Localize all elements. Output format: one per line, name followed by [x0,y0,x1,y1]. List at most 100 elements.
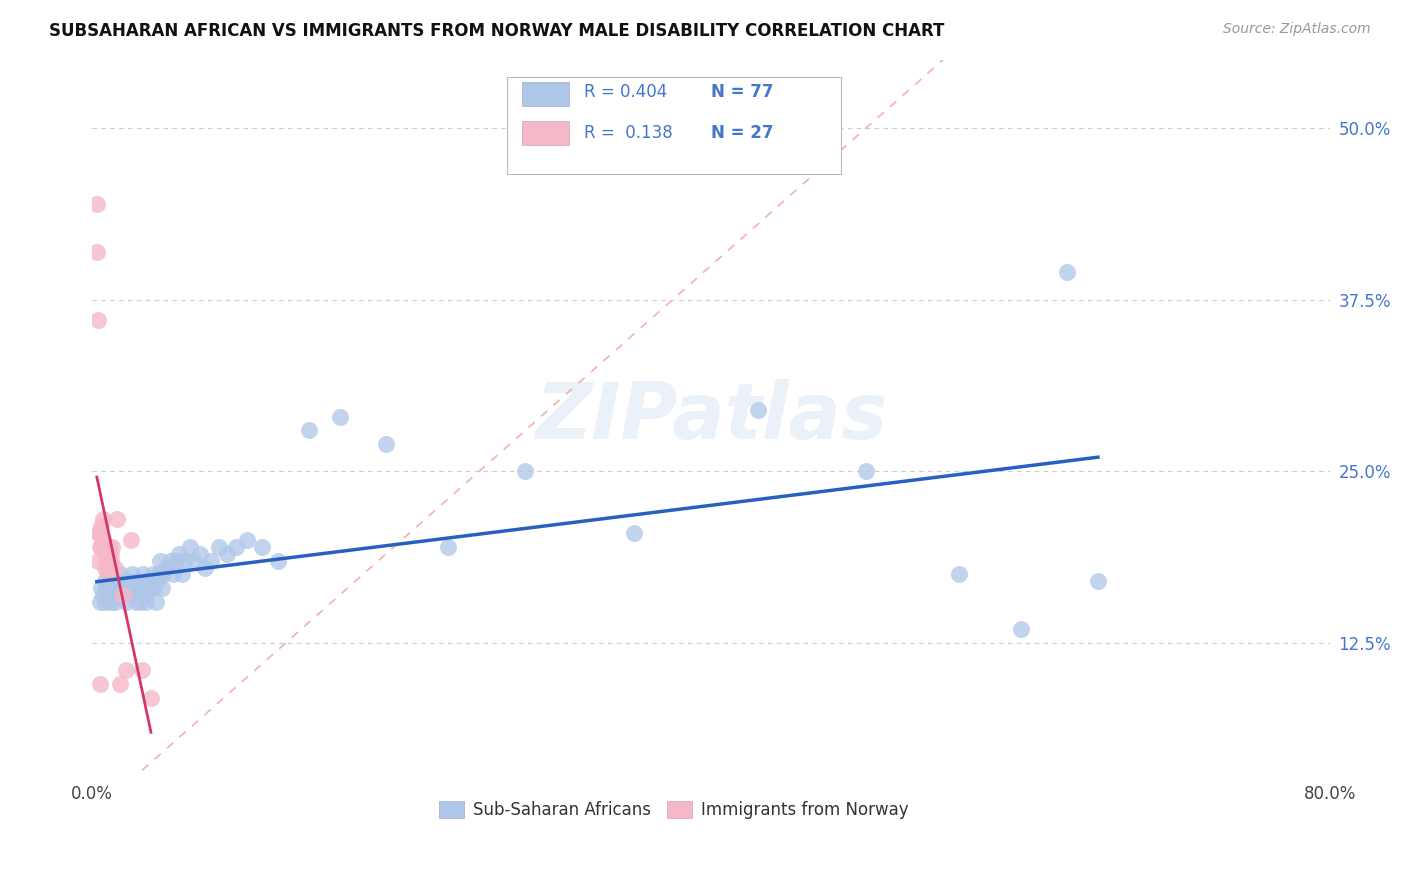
FancyBboxPatch shape [522,120,569,145]
FancyBboxPatch shape [522,81,569,106]
Point [112,588,135,602]
Point [93,560,115,574]
Point [107,581,129,595]
Point [152,567,174,582]
Point [150,581,173,595]
Point [129,595,152,609]
Point [87,554,110,568]
Point [105,512,128,526]
Point [141,567,163,582]
Point [375,437,398,451]
Point [236,533,259,547]
Point [225,540,247,554]
Legend: Sub-Saharan Africans, Immigrants from Norway: Sub-Saharan Africans, Immigrants from No… [433,794,915,826]
Point [115,664,138,678]
Point [148,567,170,582]
Point [183,554,205,568]
Text: R = 0.404: R = 0.404 [583,84,666,102]
Point [101,588,124,602]
Point [139,690,162,705]
Point [131,581,153,595]
Point [155,560,177,574]
Point [108,567,131,582]
Point [97,588,120,602]
Point [101,540,124,554]
Point [131,664,153,678]
Point [100,547,122,561]
Point [174,554,197,568]
Point [89,677,111,691]
Point [87,526,110,541]
Point [114,581,136,595]
Text: R =  0.138: R = 0.138 [583,124,672,142]
Point [139,581,162,595]
Point [194,560,217,574]
Point [122,581,145,595]
Point [298,423,321,437]
Point [125,574,148,589]
Point [747,402,769,417]
Point [170,567,193,582]
Point [948,567,970,582]
Point [93,574,115,589]
Point [94,581,117,595]
Point [162,567,184,582]
Point [91,512,114,526]
Point [93,595,115,609]
Point [91,533,114,547]
Point [100,554,122,568]
Point [90,519,112,533]
Point [101,574,124,589]
Point [104,574,127,589]
Point [134,588,156,602]
Text: SUBSAHARAN AFRICAN VS IMMIGRANTS FROM NORWAY MALE DISABILITY CORRELATION CHART: SUBSAHARAN AFRICAN VS IMMIGRANTS FROM NO… [49,22,945,40]
Point [200,554,222,568]
Point [91,588,114,602]
FancyBboxPatch shape [506,78,841,174]
Point [623,526,645,541]
Point [329,409,352,424]
Point [159,554,181,568]
Point [143,581,166,595]
Point [105,588,128,602]
Point [98,540,121,554]
Point [437,540,460,554]
Point [112,574,135,589]
Text: N = 27: N = 27 [711,124,773,142]
Point [118,574,141,589]
Point [97,567,120,582]
Text: ZIPatlas: ZIPatlas [536,378,887,455]
Point [149,554,172,568]
Point [94,554,117,568]
Point [1010,622,1032,636]
Point [515,465,537,479]
Point [110,581,132,595]
Point [215,547,238,561]
Point [87,313,110,327]
Point [104,595,127,609]
Point [115,595,138,609]
Text: N = 77: N = 77 [711,84,773,102]
Point [136,574,159,589]
Point [855,465,877,479]
Point [179,540,201,554]
Point [145,595,167,609]
Point [108,588,131,602]
Point [108,677,131,691]
Point [267,554,290,568]
Point [190,547,212,561]
Point [146,574,169,589]
Point [86,244,108,259]
Point [132,567,155,582]
Point [121,567,143,582]
Point [103,581,125,595]
Point [120,533,142,547]
Point [100,581,122,595]
Point [167,547,190,561]
Point [252,540,274,554]
Point [165,554,187,568]
Point [89,526,111,541]
Point [104,560,127,574]
Point [98,588,121,602]
Point [208,540,231,554]
